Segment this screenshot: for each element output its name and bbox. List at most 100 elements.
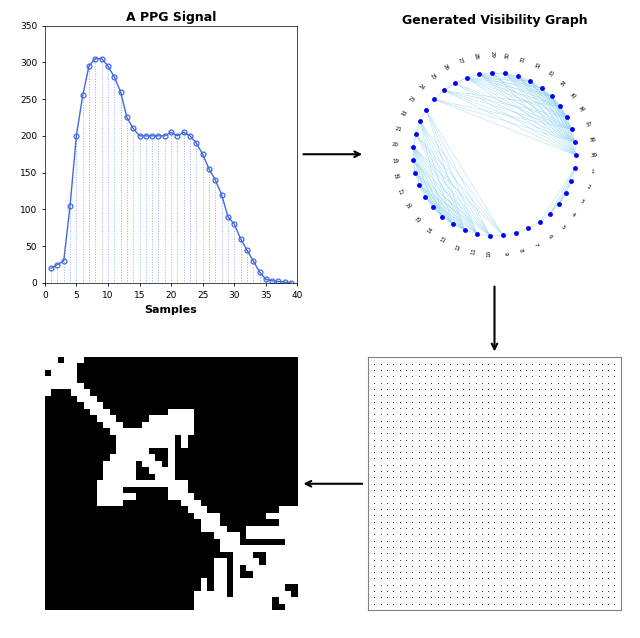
Point [540, 390, 550, 401]
Text: 27: 27 [457, 57, 464, 65]
Point [413, 548, 424, 558]
Point [382, 529, 392, 539]
Point [552, 460, 563, 470]
Point [546, 415, 556, 426]
Point [420, 428, 430, 438]
Point [502, 491, 512, 501]
Point [603, 529, 613, 539]
Point [515, 390, 525, 401]
Point [477, 434, 487, 445]
Point [596, 586, 607, 597]
Point [426, 390, 436, 401]
Point [578, 542, 588, 552]
Text: 15: 15 [415, 215, 424, 223]
Point [464, 517, 474, 527]
Point [534, 434, 544, 445]
Point [527, 371, 538, 382]
Point [420, 371, 430, 382]
Point [603, 365, 613, 375]
Point [546, 567, 556, 577]
Point [369, 542, 380, 552]
Point [382, 548, 392, 558]
Point [527, 422, 538, 432]
Point [382, 598, 392, 609]
Point [420, 567, 430, 577]
Point [458, 491, 468, 501]
Point [413, 359, 424, 369]
Point [546, 365, 556, 375]
Point [426, 478, 436, 489]
Point [490, 598, 500, 609]
Point [395, 542, 405, 552]
Point [420, 535, 430, 545]
Point [584, 498, 595, 508]
Point [609, 498, 620, 508]
Point [572, 371, 582, 382]
Point [401, 409, 411, 419]
Point [584, 390, 595, 401]
Point [546, 378, 556, 388]
Point [445, 548, 456, 558]
Point [508, 485, 518, 495]
Point [546, 447, 556, 457]
Point [578, 415, 588, 426]
Point [591, 580, 601, 590]
Point [534, 598, 544, 609]
Point [565, 529, 575, 539]
Point [603, 434, 613, 445]
Point [578, 485, 588, 495]
Point [502, 485, 512, 495]
Point [565, 574, 575, 584]
Point [382, 567, 392, 577]
Point [546, 460, 556, 470]
Point [477, 478, 487, 489]
Point [584, 371, 595, 382]
Point [426, 554, 436, 565]
Point [376, 409, 386, 419]
Point [591, 504, 601, 514]
Point [464, 592, 474, 602]
Point [540, 460, 550, 470]
Point [572, 592, 582, 602]
Point [439, 359, 449, 369]
Point [376, 523, 386, 533]
Point [609, 371, 620, 382]
Point [439, 365, 449, 375]
Point [395, 466, 405, 476]
Point [464, 535, 474, 545]
Point [445, 409, 456, 419]
Point [382, 422, 392, 432]
Point [388, 466, 399, 476]
Point [578, 384, 588, 394]
Point [420, 478, 430, 489]
Point [477, 415, 487, 426]
Point [508, 460, 518, 470]
Point [413, 460, 424, 470]
Point [515, 498, 525, 508]
Point [559, 460, 569, 470]
Point [464, 523, 474, 533]
Point [502, 390, 512, 401]
Point [584, 397, 595, 407]
Point [540, 504, 550, 514]
Point [376, 466, 386, 476]
Point [433, 598, 443, 609]
Point [572, 409, 582, 419]
Point [439, 598, 449, 609]
Point [552, 574, 563, 584]
Point [445, 447, 456, 457]
Text: 24: 24 [417, 83, 425, 91]
Point [451, 365, 461, 375]
Point [546, 441, 556, 451]
Point [603, 403, 613, 413]
Point [521, 415, 531, 426]
Point [578, 535, 588, 545]
Point [401, 359, 411, 369]
Point [483, 586, 493, 597]
Point [395, 510, 405, 521]
Point [527, 574, 538, 584]
Point [565, 523, 575, 533]
Point [540, 472, 550, 482]
Point [596, 498, 607, 508]
Point [565, 428, 575, 438]
